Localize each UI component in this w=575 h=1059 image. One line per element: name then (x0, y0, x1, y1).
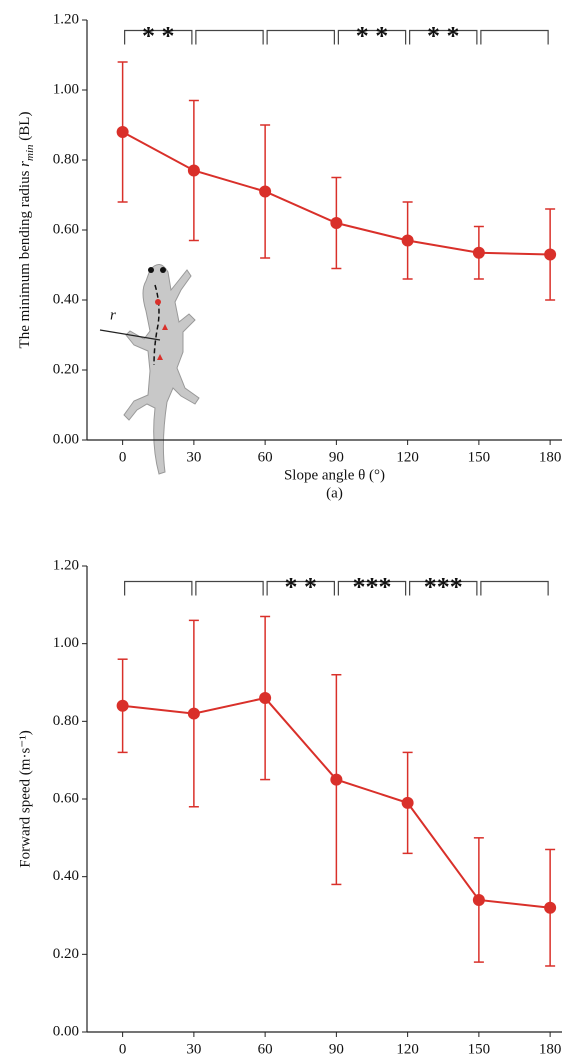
gecko-body (123, 264, 200, 475)
data-point (401, 796, 414, 809)
significance-label: *** (353, 573, 392, 602)
x-axis-label: Slope angle θ (°) (284, 467, 385, 483)
y-tick-label: 1.00 (53, 81, 79, 97)
significance-bracket (480, 29, 549, 45)
chart: 0.00 0.20 0.40 0.60 0.80 1.00 1.20 0 30 60 90 120 15… (17, 11, 562, 501)
y-tick-label: 1.20 (53, 557, 79, 573)
data-point (544, 901, 557, 914)
significance-bracket (195, 580, 264, 596)
data-point (116, 699, 129, 712)
data-point (401, 234, 414, 247)
chart: 0.00 0.20 0.40 0.60 0.80 1.00 1.20 0 30 60 90 120 15… (17, 557, 562, 1057)
x-tick-label: 150 (468, 449, 491, 465)
x-tick-label: 120 (396, 1041, 419, 1057)
y-tick-label: 0.80 (53, 713, 79, 729)
gecko-marker (155, 299, 161, 305)
data-point (330, 217, 343, 229)
significance-bracket (409, 29, 478, 45)
y-tick-label: 0.60 (53, 221, 79, 237)
data-point (259, 185, 272, 198)
significance-label: *** (424, 573, 463, 602)
y-axis-label: The minimum bending radius rmin (BL) (17, 112, 35, 349)
data-point (116, 126, 129, 138)
data-point (187, 164, 200, 177)
gecko-eye (160, 267, 166, 273)
x-tick-label: 180 (539, 449, 562, 465)
data-point (472, 246, 485, 259)
radius-arrow (99, 329, 161, 341)
y-tick-label: 0.40 (53, 868, 79, 884)
y-tick-label: 0.20 (53, 361, 79, 377)
x-tick-label: 60 (258, 1041, 273, 1057)
y-tick-label: 0.00 (53, 431, 79, 447)
data-point (187, 707, 200, 720)
y-label-text: The minimum bending radius (17, 167, 33, 349)
y-tick-label: 1.20 (53, 11, 79, 27)
x-tick-label: 90 (329, 1041, 344, 1057)
significance-label: * * (356, 21, 389, 50)
y-label-subscript: min (24, 144, 36, 161)
y-tick-label: 0.20 (53, 946, 79, 962)
x-tick-label: 0 (119, 1041, 127, 1057)
y-tick-label: 0.00 (53, 1023, 79, 1039)
data-point (472, 893, 485, 906)
data-point (259, 692, 272, 705)
data-point (330, 773, 343, 786)
gecko-eye (148, 267, 154, 273)
significance-bracket (409, 580, 478, 596)
x-tick-label: 120 (396, 449, 419, 465)
significance-bracket (195, 29, 264, 45)
y-tick-label: 0.80 (53, 151, 79, 167)
significance-bracket (266, 29, 335, 45)
gecko-spine (153, 284, 160, 366)
x-tick-label: 90 (329, 449, 344, 465)
x-tick-label: 30 (186, 449, 201, 465)
significance-bracket (124, 29, 193, 45)
significance-bracket (124, 580, 193, 596)
x-tick-label: 30 (186, 1041, 201, 1057)
y-label-unit: (BL) (17, 112, 33, 145)
significance-label: * * (142, 21, 175, 50)
y-tick-label: 0.60 (53, 790, 79, 806)
y-tick-label: 0.40 (53, 291, 79, 307)
x-tick-label: 150 (468, 1041, 491, 1057)
gecko-illustration: r (99, 264, 200, 475)
significance-bracket (266, 580, 335, 596)
y-axis-label: Forward speed (m·s⁻¹) (17, 730, 33, 867)
significance-bracket (480, 580, 549, 596)
significance-label: * * (427, 21, 460, 50)
inset-label: r (110, 307, 116, 323)
x-tick-label: 180 (539, 1041, 562, 1057)
significance-bracket (337, 29, 407, 45)
y-label-symbol: r (17, 161, 33, 167)
x-tick-label: 60 (258, 449, 273, 465)
significance-label: * * (285, 573, 318, 602)
data-point (544, 248, 557, 261)
significance-bracket (337, 580, 407, 596)
y-tick-label: 1.00 (53, 635, 79, 651)
caption: (a) (326, 485, 343, 501)
x-tick-label: 0 (119, 449, 127, 465)
